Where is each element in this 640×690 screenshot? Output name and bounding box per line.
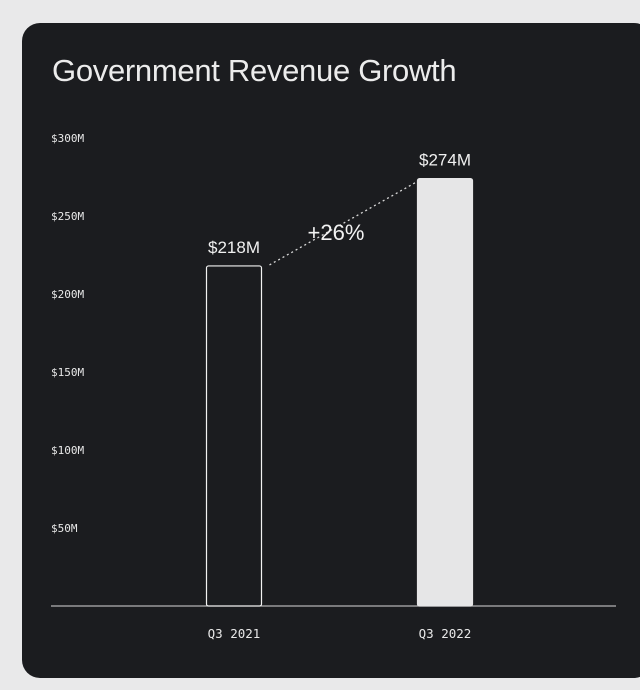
data-label: $274M <box>419 151 471 170</box>
y-tick-label: $250M <box>51 210 84 223</box>
growth-annotation: +26% <box>308 220 365 245</box>
y-tick-label: $150M <box>51 366 84 379</box>
x-tick-label: Q3 2021 <box>208 626 261 641</box>
x-tick-label: Q3 2022 <box>419 626 472 641</box>
chart-card: Government Revenue Growth <box>22 23 640 678</box>
y-tick-label: $300M <box>51 132 84 145</box>
bar-q3-2022 <box>416 177 474 607</box>
data-label: $218M <box>208 238 260 257</box>
y-tick-label: $50M <box>51 522 78 535</box>
bar-q3-2021 <box>205 265 263 607</box>
y-tick-label: $100M <box>51 444 84 457</box>
chart-title: Government Revenue Growth <box>52 53 457 88</box>
y-tick-label: $200M <box>51 288 84 301</box>
